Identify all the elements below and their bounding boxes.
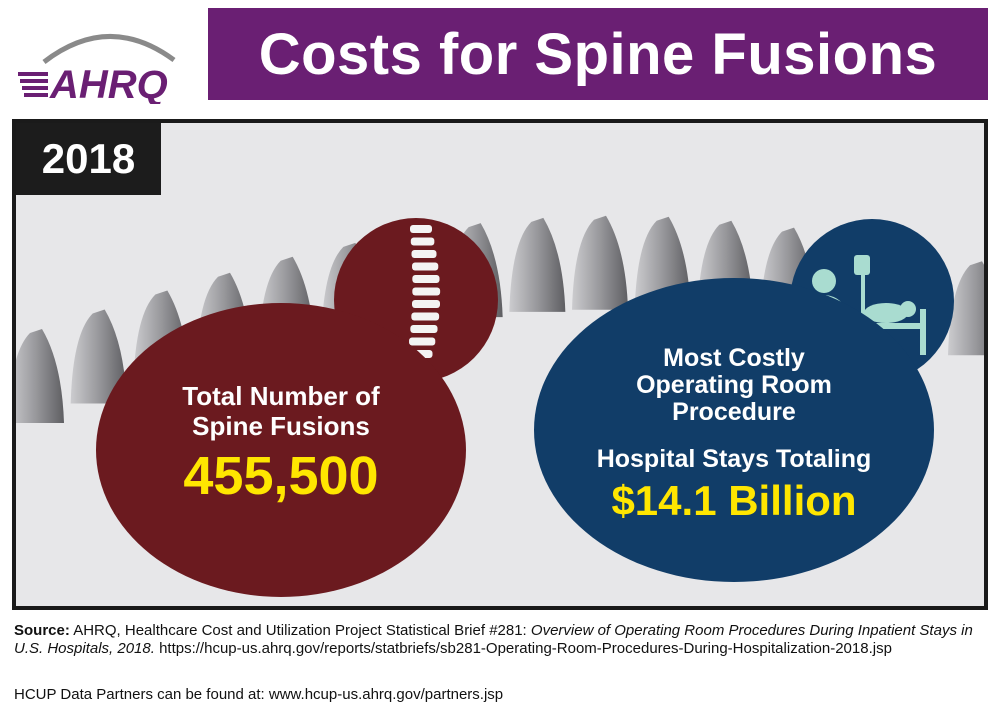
source-url: https://hcup-us.ahrq.gov/reports/statbri…	[154, 640, 892, 657]
vertebra-shape	[948, 261, 984, 356]
x-ray-vertebra	[412, 287, 441, 296]
hospital-stays-stat: Most Costly Operating Room Procedure Hos…	[544, 345, 924, 526]
x-ray-vertebra	[412, 262, 439, 271]
vertebra-shape	[509, 217, 566, 312]
year-badge: 2018	[16, 123, 161, 195]
x-ray-vertebra	[409, 337, 436, 346]
procedure-label-line3: Procedure	[672, 398, 796, 426]
vertebra-shape	[70, 309, 127, 404]
source-text: AHRQ, Healthcare Cost and Utilization Pr…	[69, 622, 531, 639]
spine-fusions-ellipse	[96, 303, 466, 597]
partners-note: HCUP Data Partners can be found at: www.…	[14, 686, 504, 703]
spine-fusions-value: 455,500	[183, 446, 379, 506]
ahrq-logo: AHRQ	[14, 22, 204, 107]
logo-text: AHRQ	[49, 63, 168, 104]
x-ray-vertebra	[410, 325, 438, 333]
hospital-stays-value: $14.1 Billion	[611, 477, 857, 524]
year-text: 2018	[41, 135, 136, 182]
x-ray-vertebra	[411, 250, 437, 258]
vertebra-shape	[572, 215, 628, 310]
source-citation: Source: AHRQ, Healthcare Cost and Utiliz…	[14, 622, 989, 658]
spine-fusions-stat: Total Number of Spine Fusions 455,500	[116, 381, 446, 507]
x-ray-vertebra	[412, 275, 440, 283]
procedure-label-line2: Operating Room	[636, 371, 832, 399]
spine-fusions-label-line1: Total Number of	[182, 381, 380, 411]
source-label: Source:	[14, 622, 70, 639]
x-ray-vertebra	[411, 312, 440, 321]
x-ray-vertebra	[410, 237, 435, 246]
infographic-panel: 2018 Total Number of Spine Fusions 455,5…	[12, 119, 988, 610]
ahrq-logo-icon: AHRQ	[18, 34, 176, 107]
x-ray-vertebra	[410, 225, 432, 233]
spine-fusions-label-line2: Spine Fusions	[192, 411, 370, 441]
x-ray-vertebra	[412, 300, 440, 308]
hospital-stays-label: Hospital Stays Totaling	[596, 445, 872, 473]
vertebra-shape	[16, 329, 64, 423]
procedure-label-line1: Most Costly	[663, 344, 805, 372]
foreground-graphics	[96, 218, 954, 597]
page-title: Costs for Spine Fusions	[258, 21, 938, 87]
title-bar: Costs for Spine Fusions	[208, 8, 988, 100]
hospital-stays-ellipse	[534, 278, 934, 582]
source-title: Overview of Operating Room Procedures Du…	[14, 622, 973, 657]
